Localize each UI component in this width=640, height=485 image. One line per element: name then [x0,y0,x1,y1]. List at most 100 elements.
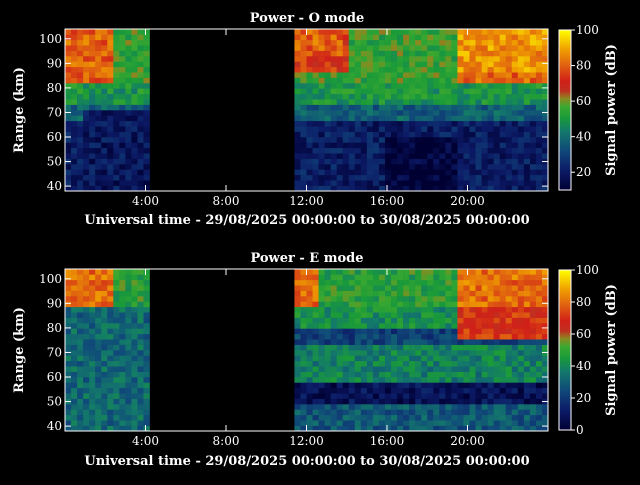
heatmap-cell [65,174,72,181]
heatmap-cell [372,104,380,111]
heatmap-cell [475,344,482,351]
heatmap-cell [294,274,301,281]
heatmap-cell [306,83,313,89]
heatmap-cell [511,274,519,281]
heatmap-cell [131,56,138,62]
heatmap-cell [366,269,374,275]
heatmap-cell [427,50,434,57]
heatmap-cell [499,158,507,165]
heatmap-cell [131,142,138,149]
heatmap-cell [409,72,416,78]
heatmap-cell [535,393,543,399]
heatmap-cell [77,371,84,378]
heatmap-cell [499,312,507,318]
heatmap-cell [403,274,410,281]
heatmap-cell [378,72,386,78]
heatmap-cell [65,382,72,389]
heatmap-cell [89,420,96,426]
heatmap-cell [517,185,525,192]
heatmap-cell [360,61,368,68]
heatmap-cell [427,398,434,405]
heatmap-cell [107,50,114,57]
heatmap-cell [83,110,90,116]
heatmap-cell [529,34,537,41]
heatmap-cell [397,185,404,192]
heatmap-cell [475,137,482,143]
heatmap-cell [415,83,422,89]
heatmap-cell [312,185,319,192]
heatmap-cell [505,350,513,356]
heatmap-cell [360,34,368,41]
heatmap-cell [83,371,90,378]
heatmap-cell [348,404,356,410]
heatmap-cell [113,290,120,297]
heatmap-cell [95,344,102,351]
heatmap-cell [342,169,350,176]
heatmap-cell [312,382,319,389]
heatmap-cell [403,99,410,105]
heatmap-cell [131,285,138,291]
heatmap-cell [469,34,476,41]
heatmap-cell [517,355,525,362]
heatmap-cell [475,153,482,159]
heatmap-cell [415,99,422,105]
heatmap-cell [119,398,126,405]
heatmap-cell [294,137,301,143]
heatmap-cell [324,414,331,421]
heatmap-cell [312,344,319,351]
heatmap-cell [107,420,114,426]
heatmap-cell [318,393,325,399]
heatmap-cell [330,425,337,432]
heatmap-cell [318,50,325,57]
heatmap-cell [481,328,488,335]
heatmap-cell [119,158,126,165]
heatmap-cell [481,339,488,345]
heatmap-cell [535,115,543,122]
heatmap-cell [415,110,422,116]
heatmap-cell [445,377,452,383]
heatmap-cell [300,39,307,46]
heatmap-cell [294,344,301,351]
heatmap-cell [397,393,404,399]
heatmap-cell [113,29,120,35]
heatmap-cell [89,409,96,416]
heatmap-cell [360,72,368,78]
heatmap-cell [83,77,90,84]
heatmap-cell [541,285,549,291]
heatmap-cell [77,147,84,154]
heatmap-cell [378,185,386,192]
heatmap-cell [131,174,138,181]
heatmap-cell [397,120,404,127]
heatmap-cell [143,126,150,132]
heatmap-cell [384,274,392,281]
heatmap-cell [445,317,452,324]
heatmap-cell [541,50,549,57]
heatmap-cell [318,142,325,149]
heatmap-cell [354,50,362,57]
heatmap-cell [306,39,313,46]
heatmap-cell [517,290,525,297]
heatmap-cell [409,296,416,302]
heatmap-cell [143,382,150,389]
heatmap-cell [487,339,494,345]
heatmap-cell [83,50,90,57]
heatmap-cell [541,131,549,138]
heatmap-cell [378,317,386,324]
heatmap-cell [354,88,362,95]
heatmap-cell [366,306,374,313]
heatmap-cell [493,382,500,389]
heatmap-cell [101,387,108,394]
heatmap-cell [511,77,519,84]
heatmap-cell [95,99,102,105]
heatmap-cell [445,387,452,394]
heatmap-cell [541,355,549,362]
heatmap-cell [487,328,494,335]
heatmap-cell [415,425,422,432]
heatmap-cell [324,93,331,100]
heatmap-cell [137,328,144,335]
heatmap-cell [445,45,452,51]
heatmap-cell [517,360,525,367]
heatmap-cell [517,377,525,383]
heatmap-cell [493,45,500,51]
heatmap-cell [354,404,362,410]
